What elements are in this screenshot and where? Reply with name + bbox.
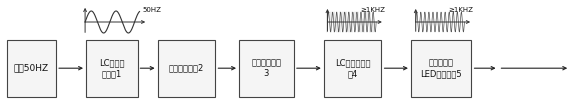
Text: ≥1KHZ: ≥1KHZ [360,7,386,13]
Bar [411,40,471,97]
Text: 50HZ: 50HZ [142,7,161,13]
Bar [158,40,215,97]
Text: 桥式逆变电路
3: 桥式逆变电路 3 [252,58,281,78]
Text: ≥1KHZ: ≥1KHZ [449,7,474,13]
Bar [7,40,56,97]
Text: LC谐振滤波电
路4: LC谐振滤波电 路4 [335,58,370,78]
Text: 整流滤波电路2: 整流滤波电路2 [168,64,204,73]
Text: 市电50HZ: 市电50HZ [14,64,49,73]
Bar [86,40,138,97]
Bar [324,40,381,97]
Bar [240,40,294,97]
Text: 分段式恒流
LED驱动电路5: 分段式恒流 LED驱动电路5 [421,58,462,78]
Text: LC低通滤
波电路1: LC低通滤 波电路1 [99,58,124,78]
